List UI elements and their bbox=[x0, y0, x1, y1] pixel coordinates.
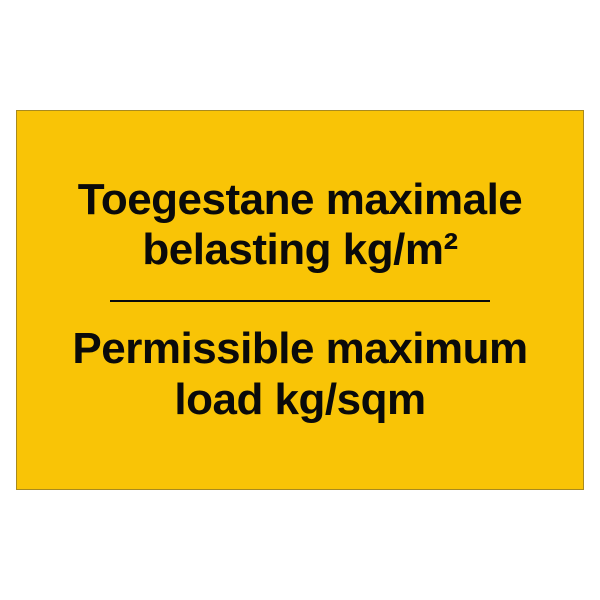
sign-text-dutch-line2: belasting kg/m² bbox=[78, 225, 523, 276]
sign-text-english-line2: load kg/sqm bbox=[72, 375, 527, 426]
sign-text-dutch: Toegestane maximale belasting kg/m² bbox=[78, 175, 523, 276]
sign-text-english-line1: Permissible maximum bbox=[72, 324, 527, 375]
warning-sign: Toegestane maximale belasting kg/m² Perm… bbox=[16, 110, 584, 490]
sign-text-english: Permissible maximum load kg/sqm bbox=[72, 324, 527, 425]
divider-line bbox=[110, 300, 490, 302]
sign-text-dutch-line1: Toegestane maximale bbox=[78, 175, 523, 226]
